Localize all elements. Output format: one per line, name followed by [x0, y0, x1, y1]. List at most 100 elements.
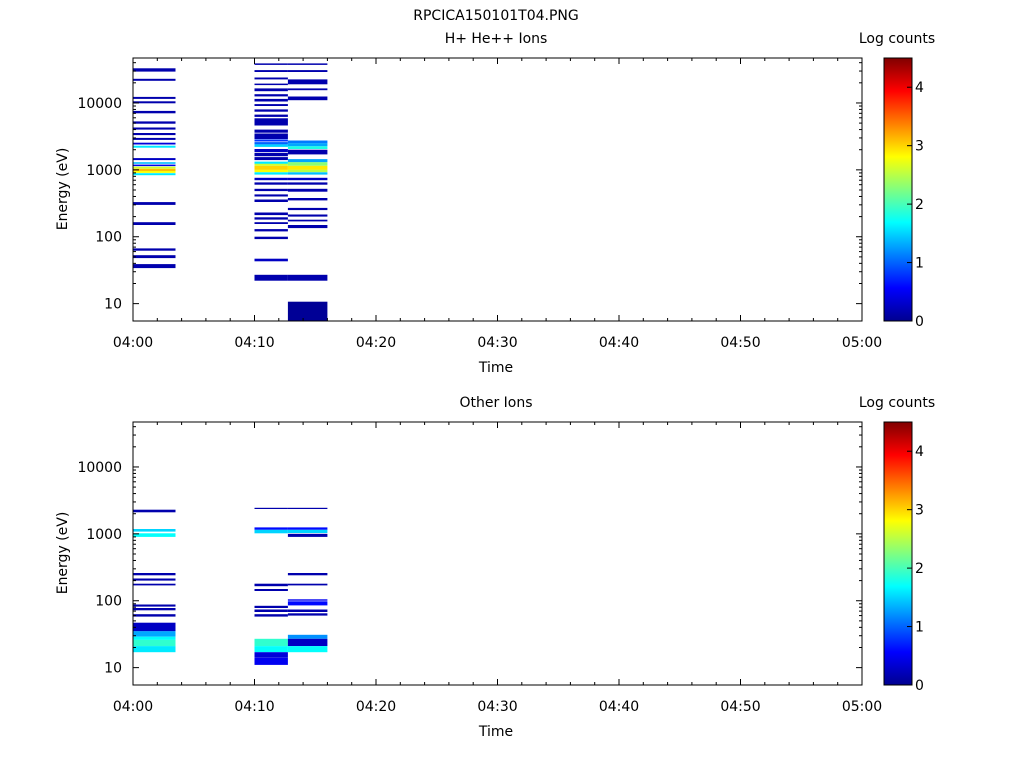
- heatmap-cell: [133, 622, 176, 632]
- heatmap-cell: [287, 274, 328, 281]
- heatmap-cell: [133, 164, 176, 167]
- heatmap-cell: [254, 589, 288, 591]
- y-tick-label: 1000: [86, 527, 122, 543]
- heatmap-cell: [254, 129, 288, 133]
- heatmap-cell: [254, 152, 288, 157]
- heatmap-cell: [287, 165, 328, 170]
- x-axis-label: Time: [478, 724, 513, 740]
- heatmap-cell: [287, 573, 328, 576]
- x-tick-label: 05:00: [842, 335, 882, 351]
- panel-other-ions: Other Ions Log counts Energy (eV) Time 0…: [55, 395, 935, 740]
- heatmap-cell: [287, 88, 328, 91]
- heatmap-cell: [133, 509, 176, 513]
- colorbar: [883, 57, 913, 322]
- heatmap-cell: [254, 605, 288, 608]
- x-tick-label: 05:00: [842, 699, 882, 715]
- heatmap-cell: [133, 68, 176, 72]
- heatmap-cell: [287, 533, 328, 537]
- y-ticks: 10 100 1000 10000: [77, 62, 862, 313]
- heatmap-cell: [133, 608, 176, 611]
- heatmap-cell: [287, 149, 328, 155]
- colorbar-label: Log counts: [859, 395, 935, 411]
- heatmap-cell: [133, 631, 176, 637]
- heatmap-cell: [254, 274, 288, 281]
- heatmap-cell: [133, 158, 176, 161]
- heatmap-cell: [254, 98, 288, 102]
- heatmap-cells: [133, 63, 328, 321]
- heatmap-cell: [287, 140, 328, 144]
- heatmap-cell: [254, 638, 288, 647]
- heatmap-cell: [133, 121, 176, 124]
- heatmap-cell: [254, 236, 288, 240]
- heatmap-cell: [287, 507, 328, 509]
- heatmap-cell: [254, 583, 288, 587]
- panel-h-he-ions: H+ He++ Ions Log counts Energy (eV) Time…: [55, 31, 935, 376]
- heatmap-cell: [287, 225, 328, 229]
- heatmap-cell: [254, 70, 288, 72]
- heatmap-cell: [133, 78, 176, 81]
- heatmap-cell: [254, 258, 288, 262]
- heatmap-cell: [133, 96, 176, 99]
- heatmap-cell: [133, 173, 176, 176]
- heatmap-cell: [254, 194, 288, 197]
- heatmap-cell: [287, 177, 328, 181]
- heatmap-cell: [254, 507, 288, 509]
- heatmap-cell: [133, 171, 176, 173]
- heatmap-cell: [254, 222, 288, 224]
- heatmap-cell: [133, 578, 176, 581]
- heatmap-cell: [254, 142, 288, 145]
- heatmap-cell: [287, 198, 328, 201]
- x-tick-label: 04:50: [720, 699, 760, 715]
- heatmap-cell: [254, 163, 288, 166]
- y-ticks: 10 100 1000 10000: [77, 426, 862, 677]
- panel-title: Other Ions: [459, 395, 532, 411]
- heatmap-cell: [133, 248, 176, 251]
- colorbar-ticks: 0 1 2 3 4: [907, 444, 924, 694]
- heatmap-cell: [254, 188, 288, 192]
- heatmap-cell: [254, 118, 288, 126]
- heatmap-cell: [287, 143, 328, 147]
- colorbar-ticks: 0 1 2 3 4: [907, 80, 924, 330]
- heatmap-cell: [254, 88, 288, 92]
- heatmap-cell: [133, 636, 176, 640]
- heatmap-cell: [287, 219, 328, 222]
- heatmap-cell: [254, 646, 288, 653]
- x-tick-label: 04:40: [599, 335, 639, 351]
- heatmap-cell: [133, 168, 176, 171]
- heatmap-cell: [133, 142, 176, 145]
- y-tick-label: 1000: [86, 163, 122, 179]
- x-axis-label: Time: [478, 360, 513, 376]
- heatmap-cell: [287, 583, 328, 586]
- heatmap-cell: [133, 255, 176, 259]
- x-tick-label: 04:40: [599, 699, 639, 715]
- x-tick-label: 04:10: [234, 335, 274, 351]
- heatmap-cell: [133, 646, 176, 653]
- y-tick-label: 10000: [77, 460, 122, 476]
- heatmap-cell: [254, 199, 288, 202]
- heatmap-cell: [133, 110, 176, 114]
- heatmap-cell: [287, 609, 328, 612]
- x-tick-label: 04:30: [477, 699, 517, 715]
- heatmap-cell: [287, 599, 328, 601]
- heatmap-cell: [254, 83, 288, 86]
- y-tick-label: 100: [95, 230, 122, 246]
- heatmap-cell: [254, 77, 288, 80]
- heatmap-cell: [133, 264, 176, 269]
- heatmap-cell: [287, 162, 328, 166]
- heatmap-cell: [287, 96, 328, 101]
- x-tick-label: 04:30: [477, 335, 517, 351]
- heatmap-cell: [254, 182, 288, 185]
- heatmap-cell: [254, 229, 288, 232]
- heatmap-cell: [254, 165, 288, 170]
- heatmap-cell: [287, 301, 328, 321]
- heatmap-cell: [287, 613, 328, 616]
- colorbar: [883, 421, 913, 686]
- heatmap-cell: [254, 139, 288, 142]
- heatmap-cell: [254, 133, 288, 139]
- x-tick-label: 04:00: [113, 699, 153, 715]
- heatmap-cell: [287, 214, 328, 217]
- heatmap-cell: [133, 137, 176, 140]
- heatmap-cell: [287, 601, 328, 606]
- colorbar-tick-label: 4: [915, 80, 924, 96]
